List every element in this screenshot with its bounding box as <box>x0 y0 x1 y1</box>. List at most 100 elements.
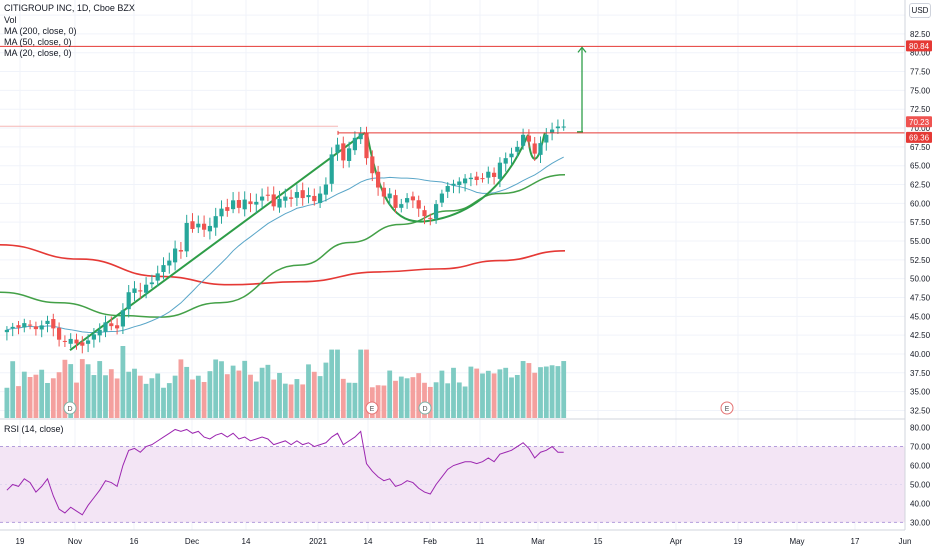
candle <box>335 137 340 161</box>
volume-bar <box>16 386 21 418</box>
volume-bar <box>207 371 213 418</box>
event-badge-dividend[interactable]: D <box>418 401 432 415</box>
candle <box>132 281 137 302</box>
volume-bar <box>433 382 439 418</box>
volume-bar <box>410 377 416 418</box>
candle-body <box>358 133 363 140</box>
price-tick-label: 57.50 <box>910 218 931 227</box>
candle <box>219 200 224 224</box>
candle-body <box>161 265 166 273</box>
candle <box>399 198 404 213</box>
volume-bar <box>190 379 195 418</box>
volume-bar <box>520 361 526 418</box>
price-axis-background <box>905 0 932 550</box>
candle <box>126 284 131 318</box>
price-tick-label: 42.50 <box>910 331 931 340</box>
event-badge-dividend[interactable]: D <box>63 401 77 415</box>
candle-body <box>434 204 439 219</box>
candle-body <box>138 290 143 292</box>
candle <box>173 240 178 271</box>
candle <box>370 150 375 182</box>
volume-bar <box>248 374 253 418</box>
price-label-box <box>906 116 932 128</box>
candle <box>242 191 247 217</box>
price-tick-label: 45.00 <box>910 312 931 321</box>
event-badge-earnings[interactable]: E <box>720 401 734 415</box>
candle <box>144 277 149 299</box>
candle-body <box>468 177 473 180</box>
volume-bar <box>161 387 166 418</box>
volume-bar <box>277 372 282 418</box>
time-tick-label: 19 <box>734 537 743 546</box>
volume-bar <box>27 376 33 418</box>
candle <box>457 177 462 194</box>
candle-body <box>445 186 450 192</box>
volume-bar <box>294 379 300 418</box>
volume-bar <box>33 374 39 418</box>
volume-bars <box>4 346 567 418</box>
candle-body <box>526 135 531 142</box>
event-badge-circle <box>720 401 734 415</box>
currency-badge[interactable]: USD <box>909 3 931 18</box>
time-tick-label: Feb <box>423 537 437 546</box>
candle <box>225 198 230 217</box>
candle <box>294 184 299 207</box>
event-badge-letter: E <box>370 406 375 413</box>
volume-bar <box>103 375 108 418</box>
candle <box>341 136 346 169</box>
candle <box>480 173 485 183</box>
event-badge-letter: D <box>422 406 427 413</box>
volume-bar <box>311 371 317 418</box>
candle <box>445 182 450 198</box>
price-tick-label: 35.00 <box>910 388 931 397</box>
volume-bar <box>97 361 103 418</box>
candle <box>57 322 62 347</box>
candle-body <box>62 340 67 342</box>
volume-bar <box>300 384 306 418</box>
volume-bar <box>381 385 387 418</box>
candle <box>161 257 166 280</box>
candle <box>532 136 537 161</box>
time-tick-label: 16 <box>130 537 139 546</box>
event-badge-earnings[interactable]: E <box>365 401 379 415</box>
candle-body <box>393 195 398 208</box>
time-tick-label: 15 <box>594 537 603 546</box>
candle-body <box>405 198 410 203</box>
volume-bar <box>213 359 219 418</box>
candle-body <box>538 143 543 155</box>
volume-bar <box>50 378 56 418</box>
candle-body <box>341 143 346 161</box>
price-tick-label: 65.00 <box>910 162 931 171</box>
candle-body <box>51 319 56 329</box>
candle-body <box>39 325 44 330</box>
volume-bar <box>91 375 97 418</box>
candle-body <box>213 216 218 228</box>
candle <box>10 322 15 337</box>
candle-body <box>497 162 502 179</box>
candle <box>271 186 276 211</box>
price-tick-label: 37.50 <box>910 369 931 378</box>
candle-body <box>45 320 50 324</box>
candle <box>538 136 543 164</box>
candle-body <box>521 134 526 146</box>
time-tick-label: 2021 <box>309 537 327 546</box>
candle <box>33 321 38 336</box>
candle <box>149 274 154 289</box>
volume-bar <box>358 349 364 418</box>
candle <box>103 315 108 338</box>
volume-bar <box>514 374 520 418</box>
candle <box>323 177 328 202</box>
volume-bar <box>346 382 352 418</box>
price-tick-label: 47.50 <box>910 293 931 302</box>
price-tick-label: 50.00 <box>910 275 931 284</box>
candle <box>474 171 479 186</box>
candle-body <box>260 196 265 201</box>
target-arrow-head <box>577 46 587 53</box>
candle-body <box>347 148 352 161</box>
candle-body <box>352 137 357 151</box>
candle-body <box>231 200 236 210</box>
volume-bar <box>271 379 277 418</box>
candle-body <box>416 200 421 209</box>
